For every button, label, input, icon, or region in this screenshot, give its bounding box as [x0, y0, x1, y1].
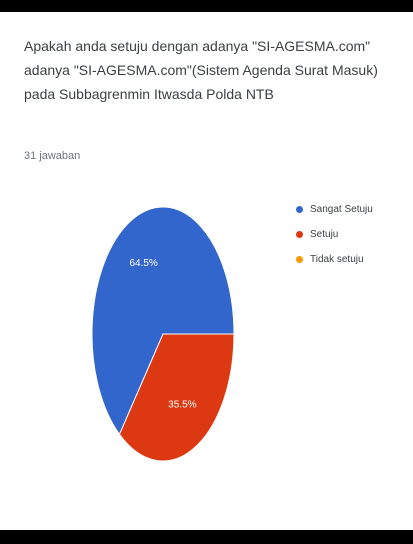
question-line-3: pada Subbagrenmin Itwasda Polda NTB	[24, 86, 274, 102]
legend-label-setuju: Setuju	[310, 228, 339, 240]
legend-item-sangat-setuju: Sangat Setuju	[296, 202, 373, 216]
legend-swatch-sangat-setuju	[296, 205, 303, 213]
question-line-1: Apakah anda setuju dengan adanya "SI-AGE…	[24, 38, 371, 54]
question-title: Apakah anda setuju dengan adanya "SI-AGE…	[24, 34, 384, 106]
question-line-2: adanya "SI-AGESMA.com"(Sistem Agenda Sur…	[24, 62, 378, 78]
pie-slice-sangat-setuju	[91, 206, 235, 436]
chart-legend: Sangat Setuju Setuju Tidak setuju	[296, 202, 373, 277]
slice-label-setuju: 35.5%	[168, 399, 196, 410]
legend-label-sangat-setuju: Sangat Setuju	[310, 203, 373, 215]
legend-swatch-tidak-setuju	[296, 255, 303, 263]
bottom-border-bar	[0, 530, 413, 544]
slice-label-sangat-setuju: 64.5%	[129, 258, 157, 269]
legend-label-tidak-setuju: Tidak setuju	[310, 253, 364, 265]
top-border-bar	[0, 0, 413, 12]
question-card: Apakah anda setuju dengan adanya "SI-AGE…	[6, 12, 406, 530]
response-count: 31 jawaban	[24, 150, 81, 162]
legend-swatch-setuju	[296, 230, 303, 238]
legend-item-setuju: Setuju	[296, 227, 373, 241]
legend-item-tidak-setuju: Tidak setuju	[296, 252, 373, 266]
pie-slice-setuju	[118, 333, 235, 462]
